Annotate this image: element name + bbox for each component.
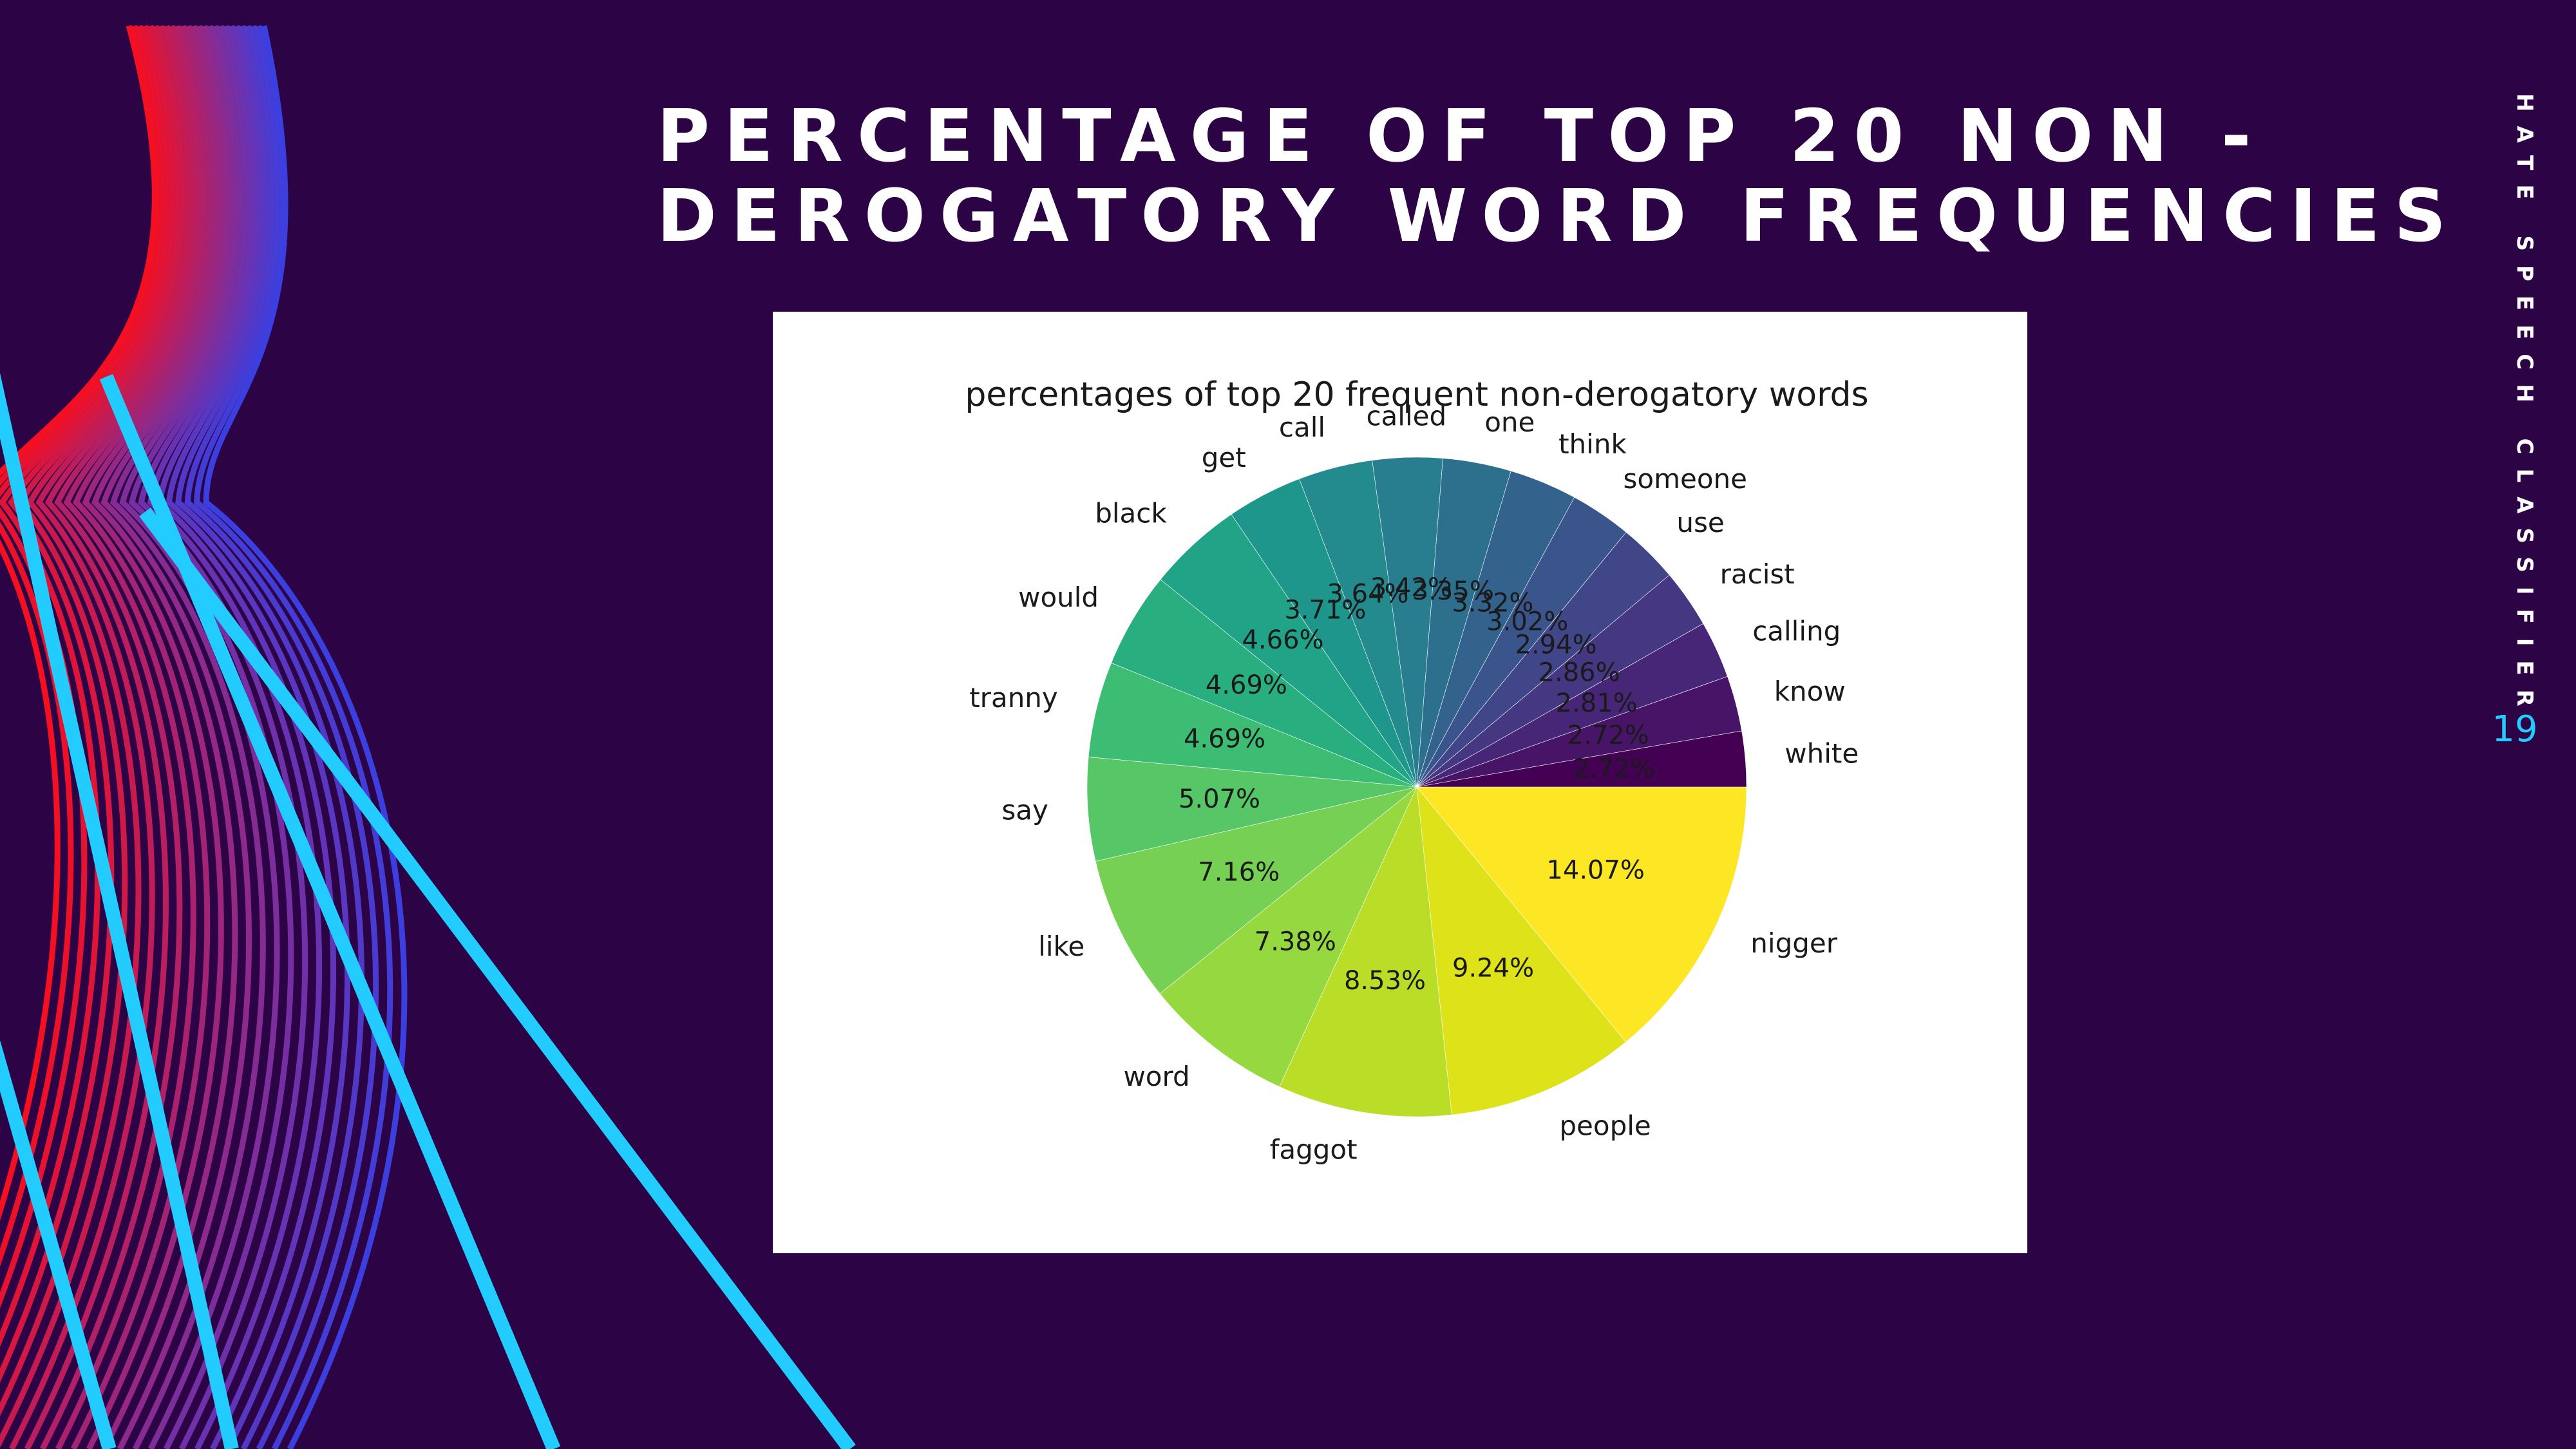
decor-wave-line (100, 24, 252, 1449)
pie-label-called: called (1366, 400, 1446, 431)
pie-slices (1086, 457, 1747, 1117)
chart-title: percentages of top 20 frequent non-derog… (965, 375, 1868, 414)
pie-chart: percentages of top 20 frequent non-derog… (965, 375, 1868, 1166)
pie-percent-call: 3.64% (1327, 579, 1408, 609)
slide-title-line-1: PERCENTAGE OF TOP 20 NON - (657, 95, 2266, 178)
pie-label-like: like (1038, 931, 1084, 962)
pie-percent-tranny: 4.69% (1184, 724, 1265, 753)
pie-label-think: think (1558, 428, 1627, 460)
pie-percent-word: 7.38% (1255, 927, 1336, 956)
pie-label-faggot: faggot (1270, 1134, 1358, 1166)
slide-number: 19 (2492, 708, 2538, 750)
pie-percent-racist: 2.86% (1539, 658, 1620, 688)
pie-label-call: call (1279, 412, 1325, 443)
pie-percent-nigger: 14.07% (1546, 855, 1645, 885)
pie-slice-tranny (1088, 662, 1417, 788)
pie-percent-like: 7.16% (1198, 857, 1280, 887)
decorative-wave-lines (0, 24, 856, 1449)
pie-percent-calling: 2.81% (1556, 688, 1638, 718)
decor-wave-line (0, 24, 168, 1309)
decor-wave-line (175, 25, 365, 1449)
decor-wave-line (0, 24, 179, 1383)
slide-title: PERCENTAGE OF TOP 20 NON - DEROGATORY WO… (657, 95, 2461, 258)
chart-panel: percentages of top 20 frequent non-derog… (773, 312, 2027, 1253)
pie-percent-black: 4.66% (1242, 625, 1323, 655)
pie-label-someone: someone (1624, 463, 1748, 495)
pie-percent-faggot: 8.53% (1344, 966, 1426, 996)
decor-wave-line (8, 24, 194, 1449)
pie-percent-people: 9.24% (1452, 953, 1534, 983)
slide-title-line-2: DEROGATORY WORD FREQUENCIES (657, 175, 2461, 258)
decor-cyan-line (139, 507, 856, 1449)
pie-slice-like (1095, 786, 1417, 994)
decor-wave-line (203, 25, 408, 1449)
pie-label-know: know (1774, 676, 1846, 707)
pie-label-racist: racist (1720, 558, 1795, 590)
decor-wave-line (0, 24, 163, 1267)
pie-label-one: one (1484, 406, 1535, 438)
pie-percent-would: 4.69% (1206, 670, 1287, 700)
decor-wave-line (55, 24, 210, 1449)
decor-wave-line (156, 25, 336, 1449)
decor-wave-line (147, 25, 322, 1449)
decor-wave-line (70, 24, 215, 1449)
pie-percent-know: 2.72% (1567, 721, 1649, 750)
decor-cyan-line (0, 373, 239, 1449)
pie-label-black: black (1095, 498, 1167, 529)
decor-cyan-line (0, 1041, 117, 1449)
decor-wave-line (91, 24, 238, 1449)
pie-slice-would (1111, 579, 1417, 788)
pie-slice-nigger (1416, 786, 1747, 1043)
pie-percent-one: 3.35% (1412, 576, 1494, 606)
decor-wave-line (109, 24, 266, 1449)
pie-label-get: get (1202, 442, 1246, 473)
pie-slice-faggot (1279, 786, 1452, 1117)
decor-wave-line (0, 24, 189, 1448)
pie-percent-say: 5.07% (1179, 784, 1260, 814)
pie-percent-white: 2.72% (1573, 754, 1655, 784)
decor-wave-line (166, 25, 350, 1449)
pie-label-nigger: nigger (1750, 927, 1837, 959)
pie-label-use: use (1676, 507, 1724, 538)
pie-label-calling: calling (1752, 615, 1841, 647)
decor-wave-line (82, 24, 224, 1449)
pie-label-tranny: tranny (969, 682, 1058, 714)
decor-wave-line (0, 24, 158, 1221)
pie-percent-labels: 14.07% 9.24% 8.53% 7.38% 7.16% 5.07% 4.69% 4.69… (1179, 573, 1655, 996)
pie-percent-use: 2.94% (1515, 630, 1597, 660)
pie-percent-called: 3.42% (1370, 573, 1452, 603)
pie-slice-people (1416, 786, 1627, 1115)
decor-wave-line (184, 25, 379, 1449)
decor-wave-line (194, 25, 393, 1449)
pie-labels: nigger people faggot word like say tranny would… (969, 400, 1859, 1165)
decor-wave-line (0, 24, 184, 1417)
pie-slice-white (1416, 730, 1747, 788)
footer-text: HATE SPEECH CLASSIFIER (2512, 93, 2537, 721)
pie-label-white: white (1785, 738, 1859, 770)
pie-label-people: people (1559, 1110, 1651, 1142)
pie-label-word: word (1123, 1061, 1189, 1092)
pie-slice-say (1086, 757, 1417, 862)
pie-label-say: say (1001, 795, 1048, 826)
pie-label-would: would (1018, 582, 1099, 613)
pie-percent-someone: 3.02% (1486, 607, 1568, 636)
pie-percent-get: 3.71% (1284, 596, 1366, 625)
pie-slice-word (1159, 786, 1417, 1087)
pie-percent-think: 3.32% (1452, 588, 1533, 618)
